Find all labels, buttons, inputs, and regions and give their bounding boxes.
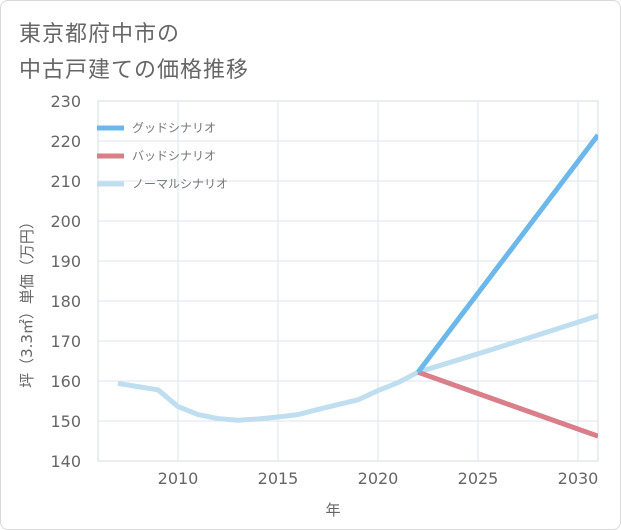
y-tick-label: 180 [50,292,81,311]
grid-lines [98,101,598,461]
y-axis-label: 坪（3.3㎡）単価（万円） [18,214,36,388]
x-tick-label: 2025 [458,469,499,488]
series-line-1 [417,369,598,439]
x-tick-label: 2010 [158,469,199,488]
y-tick-label: 230 [50,92,81,111]
data-series [117,133,598,439]
x-tick-label: 2015 [258,469,299,488]
x-tick-label: 2020 [358,469,399,488]
y-tick-label: 190 [50,252,81,271]
y-tick-label: 160 [50,372,81,391]
x-tick-label: 2030 [558,469,599,488]
y-tick-label: 150 [50,412,81,431]
legend-label: ノーマルシナリオ [132,177,228,191]
chart-title: 東京都府中市の 中古戸建ての価格推移 [19,22,250,83]
axis-ticks: 140 150 160 170 180 190 200 210 220 230 2010 2015 20… [50,92,598,488]
y-tick-label: 140 [50,452,81,471]
x-axis-label: 年 [325,501,340,519]
y-tick-label: 220 [50,132,81,151]
y-tick-label: 170 [50,332,81,351]
legend-label: バッドシナリオ [132,149,216,163]
series-line-0 [416,133,598,374]
y-tick-label: 210 [50,172,81,191]
y-tick-label: 200 [50,212,81,231]
legend-label: グッドシナリオ [132,121,216,135]
